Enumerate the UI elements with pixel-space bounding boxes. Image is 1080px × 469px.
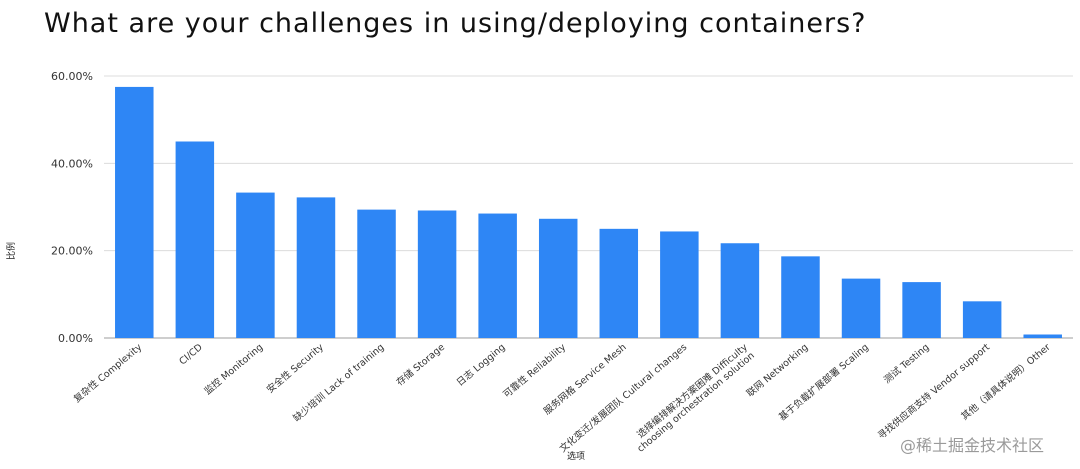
bar xyxy=(478,213,517,338)
x-category-label: 日志 Logging xyxy=(454,341,507,389)
bar xyxy=(720,243,760,338)
x-category-label: 可靠性 Reliability xyxy=(501,341,569,401)
bar xyxy=(660,231,699,338)
x-category-label: 安全性 Security xyxy=(264,341,326,396)
x-category-label: 复杂性 Complexity xyxy=(71,341,144,405)
x-category-label: 选择编排解决方案困难 Difficultychoosing orchestrat… xyxy=(628,341,757,455)
bar xyxy=(962,301,1002,338)
bars xyxy=(115,86,1062,339)
bar xyxy=(175,141,215,338)
x-category-label: 存储 Storage xyxy=(394,341,447,388)
bar xyxy=(296,197,336,338)
bar xyxy=(538,218,578,338)
bar xyxy=(236,192,275,338)
y-tick-label: 40.00% xyxy=(51,157,93,170)
x-category-label: 测试 Testing xyxy=(881,341,931,386)
y-axis-ticks: 0.00% 20.00% 40.00% 60.00% xyxy=(51,70,93,345)
bar xyxy=(841,278,881,338)
y-tick-label: 60.00% xyxy=(51,70,93,83)
x-category-label: 文化变迁/发展团队 Cultural changes xyxy=(557,341,689,455)
x-axis-title: 选项 xyxy=(567,450,585,462)
x-category-label: 寻找供应商支持 Vendor support xyxy=(875,341,992,442)
bar xyxy=(781,256,820,338)
x-category-label: 联网 Networking xyxy=(745,342,811,400)
x-category-label: 监控 Monitoring xyxy=(202,341,266,397)
bar xyxy=(357,209,396,338)
bar xyxy=(1023,334,1062,338)
watermark: @稀土掘金技术社区 xyxy=(900,436,1045,455)
y-tick-label: 0.00% xyxy=(58,332,93,345)
bar xyxy=(599,228,639,338)
bar xyxy=(902,282,941,338)
y-tick-label: 20.00% xyxy=(51,245,93,258)
bar xyxy=(417,210,457,338)
chart-title: What are your challenges in using/deploy… xyxy=(44,8,867,39)
x-category-label: CI/CD xyxy=(177,342,204,368)
y-axis-title: 比例 xyxy=(5,242,17,260)
bar xyxy=(115,86,154,339)
